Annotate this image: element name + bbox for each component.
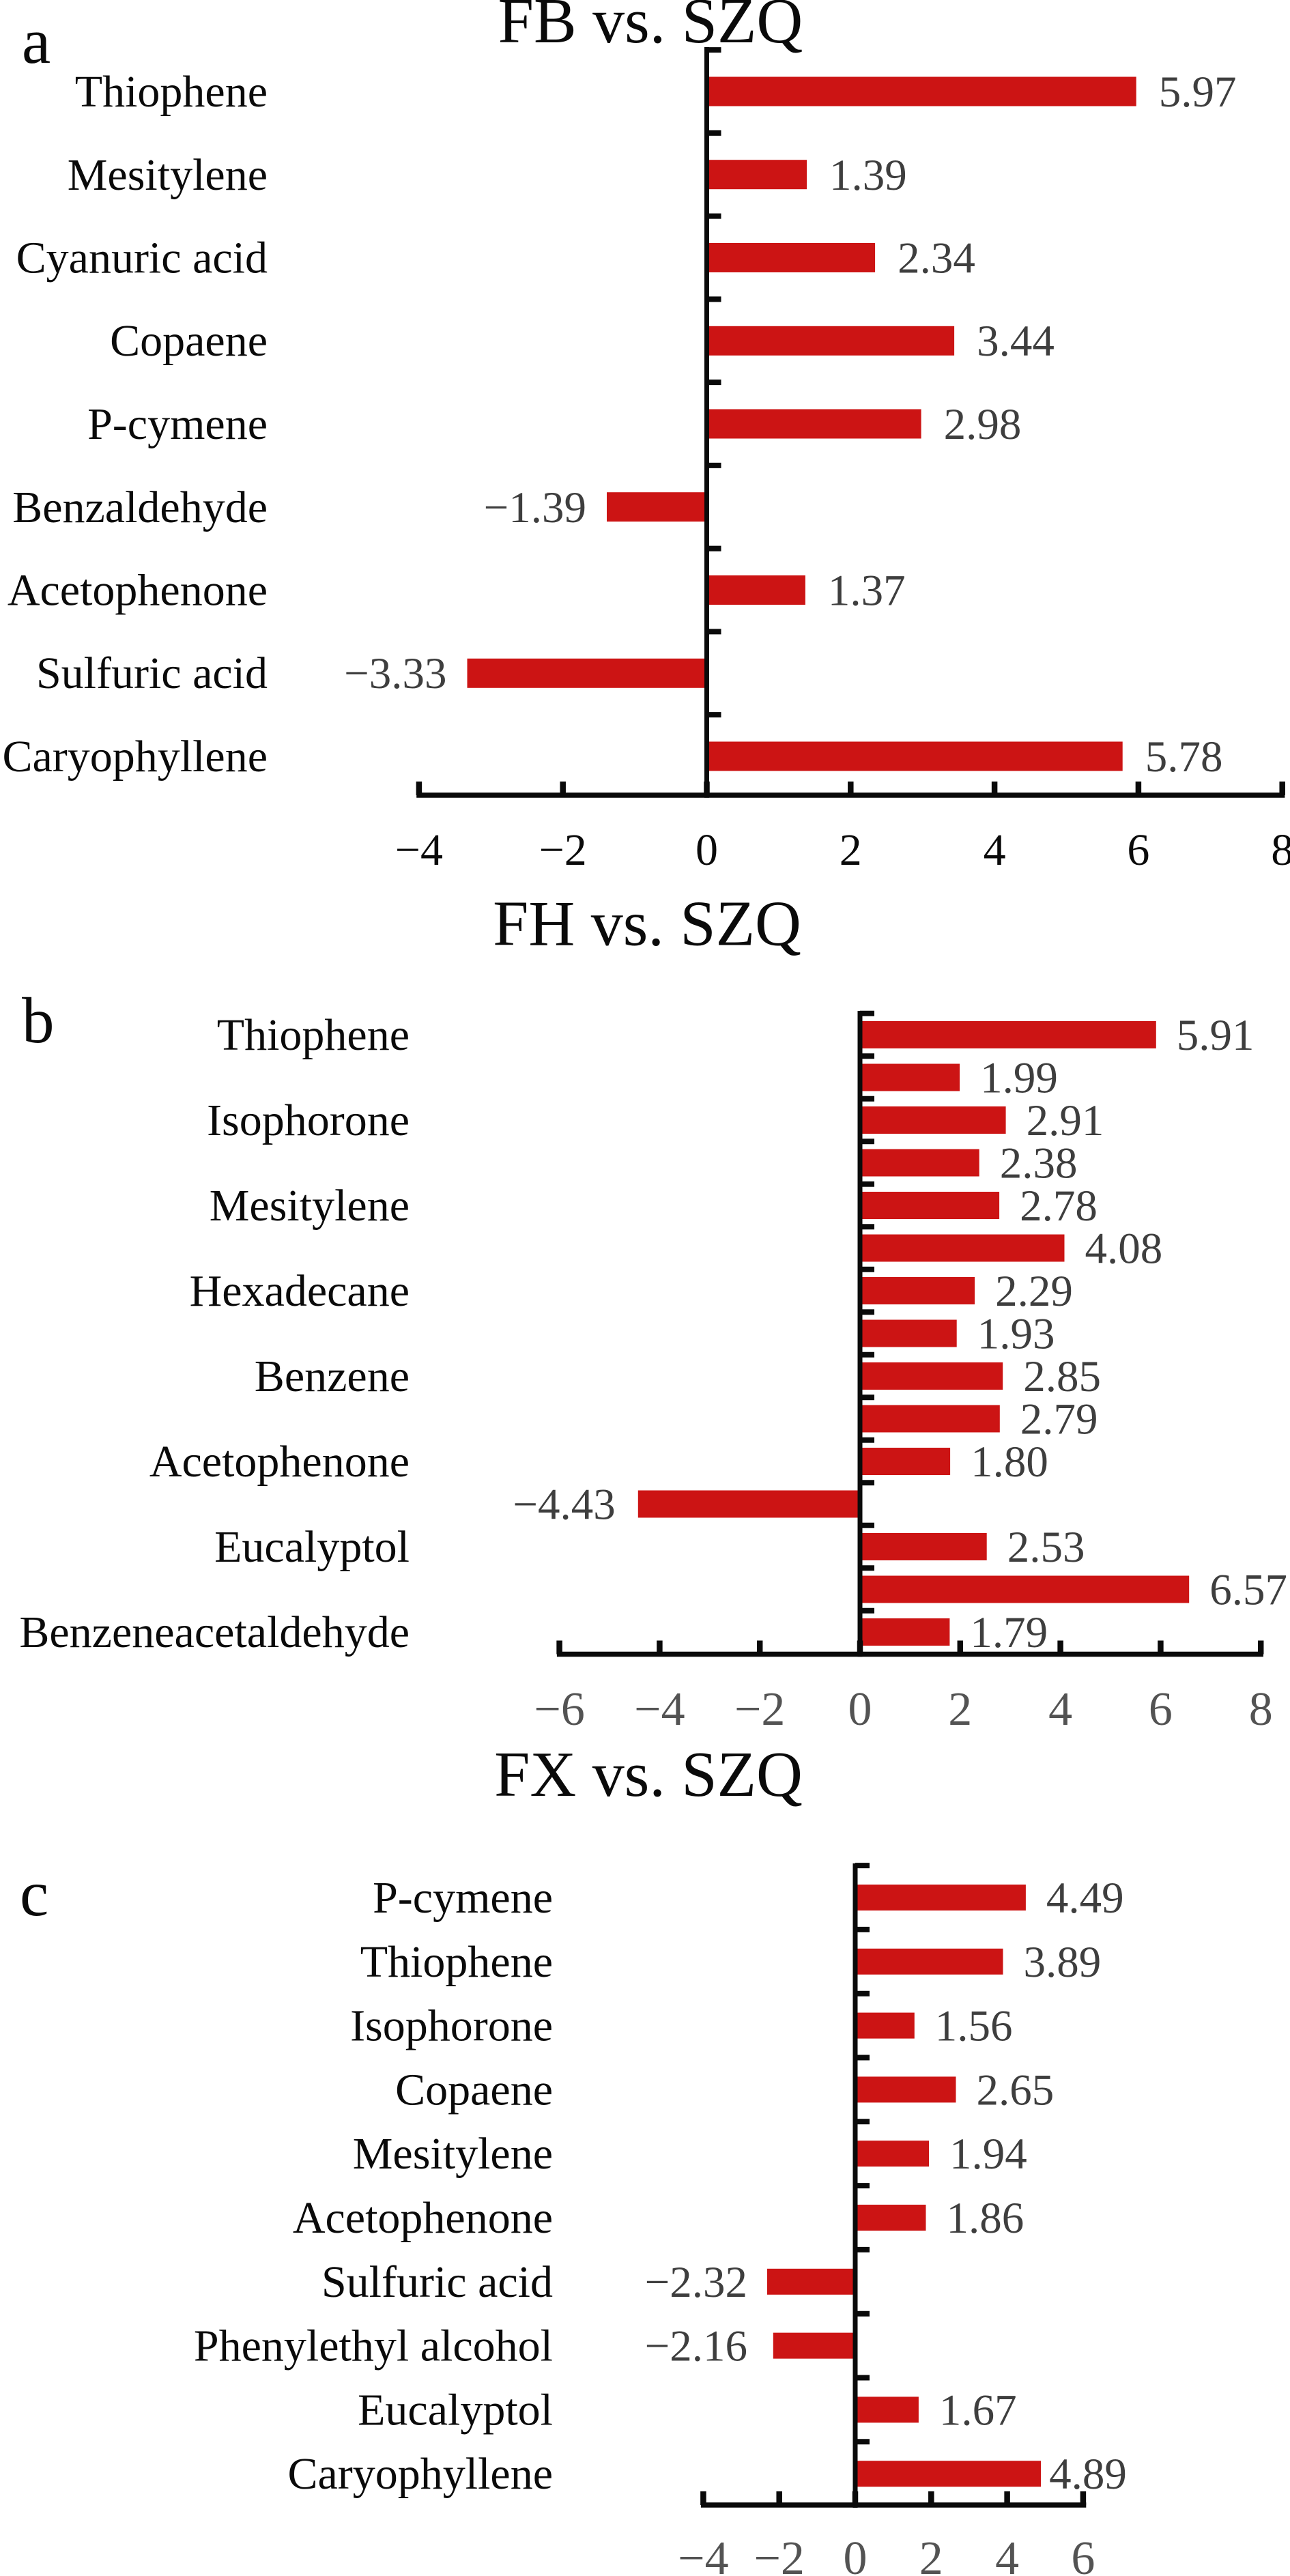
svg-text:1.39: 1.39 <box>829 151 907 200</box>
svg-text:3.89: 3.89 <box>1024 1938 1102 1987</box>
svg-text:Sulfuric acid: Sulfuric acid <box>36 648 268 698</box>
svg-text:b: b <box>22 984 55 1057</box>
svg-text:2.85: 2.85 <box>1023 1352 1101 1401</box>
svg-text:FX vs. SZQ: FX vs. SZQ <box>494 1739 803 1810</box>
svg-text:1.67: 1.67 <box>939 2386 1017 2435</box>
svg-text:1.56: 1.56 <box>935 2002 1013 2051</box>
svg-text:FH vs. SZQ: FH vs. SZQ <box>493 889 801 960</box>
svg-text:P-cymene: P-cymene <box>87 399 268 449</box>
svg-text:8: 8 <box>1271 825 1290 875</box>
svg-text:Thiophene: Thiophene <box>75 67 268 117</box>
svg-text:Mesitylene: Mesitylene <box>210 1181 410 1231</box>
svg-text:Copaene: Copaene <box>395 2065 553 2115</box>
svg-text:Mesitylene: Mesitylene <box>353 2129 553 2179</box>
svg-text:c: c <box>20 1857 48 1930</box>
svg-text:1.93: 1.93 <box>977 1310 1055 1359</box>
svg-text:5.78: 5.78 <box>1145 732 1223 782</box>
svg-text:Isophorone: Isophorone <box>207 1096 410 1145</box>
svg-text:1.86: 1.86 <box>947 2194 1024 2243</box>
svg-text:−2.32: −2.32 <box>645 2258 747 2307</box>
svg-text:2.78: 2.78 <box>1020 1182 1098 1231</box>
svg-text:2.34: 2.34 <box>898 234 975 283</box>
svg-text:4.89: 4.89 <box>1049 2450 1127 2499</box>
svg-text:Caryophyllene: Caryophyllene <box>2 732 268 782</box>
svg-text:Sulfuric acid: Sulfuric acid <box>321 2257 553 2307</box>
svg-text:4: 4 <box>984 825 1006 875</box>
svg-text:2: 2 <box>840 825 862 875</box>
svg-text:4: 4 <box>995 2532 1019 2576</box>
svg-text:Hexadecane: Hexadecane <box>190 1266 410 1316</box>
svg-text:1.37: 1.37 <box>828 567 906 616</box>
svg-text:2.38: 2.38 <box>1000 1139 1078 1188</box>
svg-text:−2.16: −2.16 <box>645 2322 747 2371</box>
svg-text:2.91: 2.91 <box>1027 1096 1104 1145</box>
svg-text:Acetophenone: Acetophenone <box>149 1437 410 1487</box>
svg-text:2: 2 <box>948 1683 972 1736</box>
svg-text:2.65: 2.65 <box>977 2065 1055 2115</box>
svg-text:1.94: 1.94 <box>949 2130 1027 2179</box>
svg-text:Acetophenone: Acetophenone <box>293 2193 553 2243</box>
svg-text:4.49: 4.49 <box>1046 1874 1124 1923</box>
svg-text:2.98: 2.98 <box>944 400 1022 449</box>
svg-text:−4: −4 <box>634 1683 685 1736</box>
svg-text:Caryophyllene: Caryophyllene <box>287 2449 553 2499</box>
svg-text:−4: −4 <box>395 825 443 875</box>
svg-text:−4: −4 <box>678 2532 728 2576</box>
svg-text:a: a <box>22 5 51 77</box>
svg-text:Benzaldehyde: Benzaldehyde <box>12 483 268 532</box>
svg-text:5.91: 5.91 <box>1177 1011 1255 1060</box>
svg-text:Acetophenone: Acetophenone <box>8 566 268 616</box>
svg-text:Copaene: Copaene <box>110 316 268 366</box>
svg-text:−3.33: −3.33 <box>344 649 446 698</box>
svg-text:6.57: 6.57 <box>1209 1566 1287 1615</box>
svg-text:4: 4 <box>1048 1683 1072 1736</box>
svg-text:Benzene: Benzene <box>255 1351 410 1401</box>
svg-text:2.53: 2.53 <box>1007 1523 1085 1572</box>
svg-text:−6: −6 <box>534 1683 584 1736</box>
svg-text:Eucalyptol: Eucalyptol <box>214 1522 410 1572</box>
svg-text:Thiophene: Thiophene <box>360 1937 553 1987</box>
svg-text:Phenylethyl alcohol: Phenylethyl alcohol <box>194 2321 553 2371</box>
svg-text:1.80: 1.80 <box>971 1437 1048 1487</box>
svg-text:Cyanuric acid: Cyanuric acid <box>16 233 268 283</box>
svg-text:1.99: 1.99 <box>980 1054 1058 1103</box>
svg-text:−2: −2 <box>539 825 587 875</box>
svg-text:3.44: 3.44 <box>977 317 1055 366</box>
svg-text:5.97: 5.97 <box>1159 68 1237 117</box>
svg-text:FB vs. SZQ: FB vs. SZQ <box>498 0 803 57</box>
svg-text:Eucalyptol: Eucalyptol <box>358 2385 553 2435</box>
svg-text:Isophorone: Isophorone <box>350 2001 553 2051</box>
svg-text:1.79: 1.79 <box>970 1608 1048 1657</box>
svg-text:6: 6 <box>1071 2532 1095 2576</box>
svg-text:6: 6 <box>1149 1683 1173 1736</box>
svg-text:−2: −2 <box>754 2532 804 2576</box>
svg-text:P-cymene: P-cymene <box>373 1873 553 1923</box>
svg-text:−4.43: −4.43 <box>513 1480 615 1530</box>
svg-text:4.08: 4.08 <box>1085 1225 1163 1274</box>
svg-text:Benzeneacetaldehyde: Benzeneacetaldehyde <box>19 1607 410 1657</box>
svg-text:−1.39: −1.39 <box>484 483 586 532</box>
svg-text:8: 8 <box>1249 1683 1273 1736</box>
svg-text:0: 0 <box>844 2532 868 2576</box>
svg-text:Thiophene: Thiophene <box>217 1010 410 1060</box>
svg-text:2.29: 2.29 <box>995 1267 1073 1316</box>
svg-text:0: 0 <box>696 825 718 875</box>
svg-text:0: 0 <box>848 1683 872 1736</box>
svg-text:−2: −2 <box>734 1683 785 1736</box>
svg-text:6: 6 <box>1127 825 1149 875</box>
svg-text:2.79: 2.79 <box>1020 1395 1098 1444</box>
svg-text:Mesitylene: Mesitylene <box>68 150 268 200</box>
svg-text:2: 2 <box>919 2532 943 2576</box>
